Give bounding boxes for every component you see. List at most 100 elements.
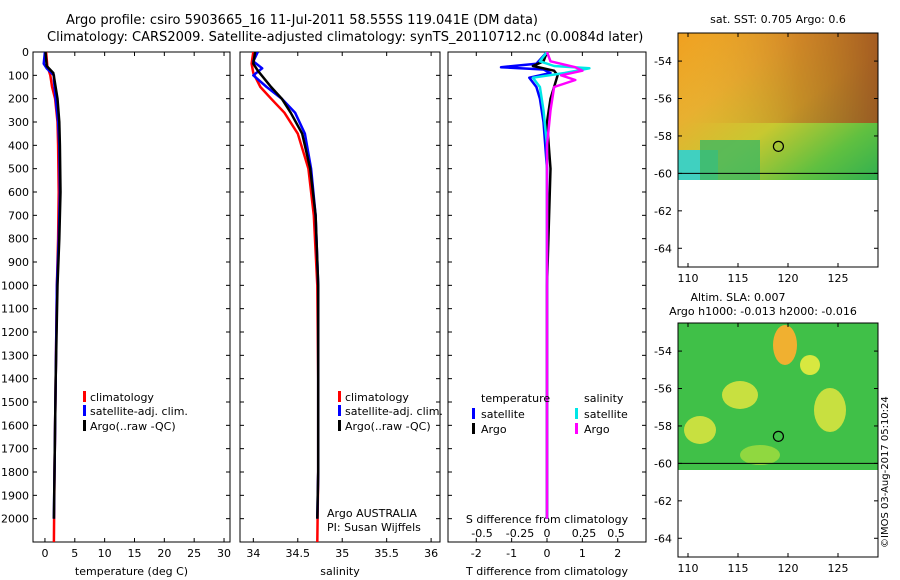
temperature-xtick-label: 5 xyxy=(71,547,78,560)
difference-legend-swatch xyxy=(575,423,578,434)
salinity-legend-entry: satellite-adj. clim. xyxy=(345,405,443,418)
sla-map-ytick-label: -56 xyxy=(654,383,672,396)
depth-tick-label: 500 xyxy=(8,163,29,176)
salinity-profile-panel: 34 34.5 35 35.5 36 salinity climatologysatelli… xyxy=(239,51,443,578)
sst-heatmap xyxy=(678,33,878,180)
depth-tick-label: 1700 xyxy=(1,443,29,456)
salinity-series-argo-raw-qc- xyxy=(252,52,320,519)
depth-tick-label: 2000 xyxy=(1,513,29,526)
argo-pi: PI: Susan Wijffels xyxy=(327,521,421,534)
sst-map-axes-box xyxy=(677,32,879,268)
sla-map-float-position-marker xyxy=(772,430,785,442)
sla-map-axes-box xyxy=(677,322,879,558)
depth-tick-label: 300 xyxy=(8,116,29,129)
sst-map-ytick-label: -62 xyxy=(654,205,672,218)
difference-xtick-label: 1 xyxy=(579,547,586,560)
title-line-2: Climatology: CARS2009. Satellite-adjuste… xyxy=(47,30,644,45)
temperature-xtick-label: 15 xyxy=(127,547,141,560)
temperature-xtick-label: 10 xyxy=(98,547,112,560)
sla-blob-2 xyxy=(722,381,758,409)
s-difference-tick-label: -0.25 xyxy=(506,527,534,540)
temperature-profile-panel: 0 5 10 15 20 25 30 temperature (deg C) 0 100 200 30… xyxy=(1,46,231,578)
temperature-series-argo-raw-qc- xyxy=(44,52,62,519)
difference-xtick-label: 2 xyxy=(614,547,621,560)
sst-map-xtick-label: 110 xyxy=(678,272,699,285)
depth-tick-label: 1300 xyxy=(1,349,29,362)
salinity-legend-entry: climatology xyxy=(345,391,409,404)
sla-map-xtick-label: 125 xyxy=(828,562,849,575)
temperature-legend-entry: climatology xyxy=(90,391,154,404)
s-difference-tick-label: 0 xyxy=(544,527,551,540)
difference-legend-entry: satellite xyxy=(584,408,628,421)
depth-tick-label: 1200 xyxy=(1,326,29,339)
sla-map-ytick-label: -64 xyxy=(654,532,672,545)
salinity-legend-swatch xyxy=(338,391,341,402)
depth-tick-label: 1500 xyxy=(1,396,29,409)
s-difference-tick-label: -0.5 xyxy=(471,527,492,540)
difference-legend-swatch xyxy=(472,408,475,419)
temperature-xtick-label: 20 xyxy=(157,547,171,560)
s-difference-label: S difference from climatology xyxy=(466,513,629,526)
difference-profile-panel: -2 -1 0 1 2 T difference from climatology S di… xyxy=(447,51,647,578)
sst-map-panel: sat. SST: 0.705 Argo: 0.6 -54 -56 -58 -60 -62… xyxy=(654,13,879,285)
sst-map-ytick-label: -54 xyxy=(654,55,672,68)
salinity-legend-entry: Argo(..raw -QC) xyxy=(345,420,431,433)
temperature-xtick-label: 25 xyxy=(187,547,201,560)
temperature-legend-entry: satellite-adj. clim. xyxy=(90,405,188,418)
sst-map-xtick-label: 115 xyxy=(728,272,749,285)
temperature-xlabel: temperature (deg C) xyxy=(75,565,188,578)
difference-legend-entry: Argo xyxy=(584,423,610,436)
salinity-axes-box xyxy=(239,51,441,543)
salinity-xtick-label: 35.5 xyxy=(374,547,399,560)
depth-tick-label: 1900 xyxy=(1,489,29,502)
sla-map-ytick-label: -58 xyxy=(654,420,672,433)
sst-map-title: sat. SST: 0.705 Argo: 0.6 xyxy=(710,13,846,26)
depth-tick-label: 1400 xyxy=(1,373,29,386)
difference-legend-entry: Argo xyxy=(481,423,507,436)
sst-map-ytick-label: -56 xyxy=(654,93,672,106)
temperature-legend-entry: Argo(..raw -QC) xyxy=(90,420,176,433)
difference-xtick-label: -2 xyxy=(471,547,482,560)
sla-map-subtitle: Argo h1000: -0.013 h2000: -0.016 xyxy=(669,305,857,318)
temperature-legend-swatch xyxy=(83,391,86,402)
salinity-legend-swatch xyxy=(338,405,341,416)
sst-map-ytick-label: -64 xyxy=(654,242,672,255)
sla-map-title: Altim. SLA: 0.007 xyxy=(690,291,785,304)
title-line-1: Argo profile: csiro 5903665_16 11-Jul-20… xyxy=(66,13,538,28)
argo-institution: Argo AUSTRALIA xyxy=(327,507,417,520)
salinity-xlabel: salinity xyxy=(320,565,360,578)
sla-map-xtick-label: 120 xyxy=(778,562,799,575)
salinity-xtick-label: 34 xyxy=(246,547,260,560)
depth-tick-label: 0 xyxy=(22,46,29,59)
depth-tick-label: 400 xyxy=(8,139,29,152)
sla-blob-1 xyxy=(773,325,797,365)
sla-heatmap xyxy=(678,323,878,470)
sla-map-ytick-label: -54 xyxy=(654,345,672,358)
difference-xlabel: T difference from climatology xyxy=(465,565,628,578)
sla-map-ytick-label: -60 xyxy=(654,457,672,470)
sst-map-xtick-label: 125 xyxy=(828,272,849,285)
salinity-xtick-label: 34.5 xyxy=(286,547,311,560)
sla-map-xtick-label: 110 xyxy=(678,562,699,575)
salinity-legend-swatch xyxy=(338,420,341,431)
sla-blob-5 xyxy=(800,355,820,375)
difference-legend-entry: satellite xyxy=(481,408,525,421)
legend-header-temperature: temperature xyxy=(481,392,550,405)
temperature-xtick-label: 0 xyxy=(41,547,48,560)
depth-tick-label: 800 xyxy=(8,233,29,246)
depth-tick-label: 700 xyxy=(8,209,29,222)
salinity-xtick-label: 36 xyxy=(424,547,438,560)
temperature-xtick-label: 30 xyxy=(217,547,231,560)
temperature-legend-swatch xyxy=(83,405,86,416)
timestamp-stamp: ©IMOS 03-Aug-2017 05:10:24 xyxy=(880,396,891,548)
depth-tick-label: 1100 xyxy=(1,303,29,316)
difference-xtick-label: -1 xyxy=(506,547,517,560)
sst-map-xtick-label: 120 xyxy=(778,272,799,285)
sla-blob-3 xyxy=(814,388,846,432)
sla-map-xtick-label: 115 xyxy=(728,562,749,575)
temperature-axes-box xyxy=(32,51,231,543)
difference-legend-swatch xyxy=(472,423,475,434)
difference-legend-swatch xyxy=(575,408,578,419)
depth-tick-label: 100 xyxy=(8,69,29,82)
